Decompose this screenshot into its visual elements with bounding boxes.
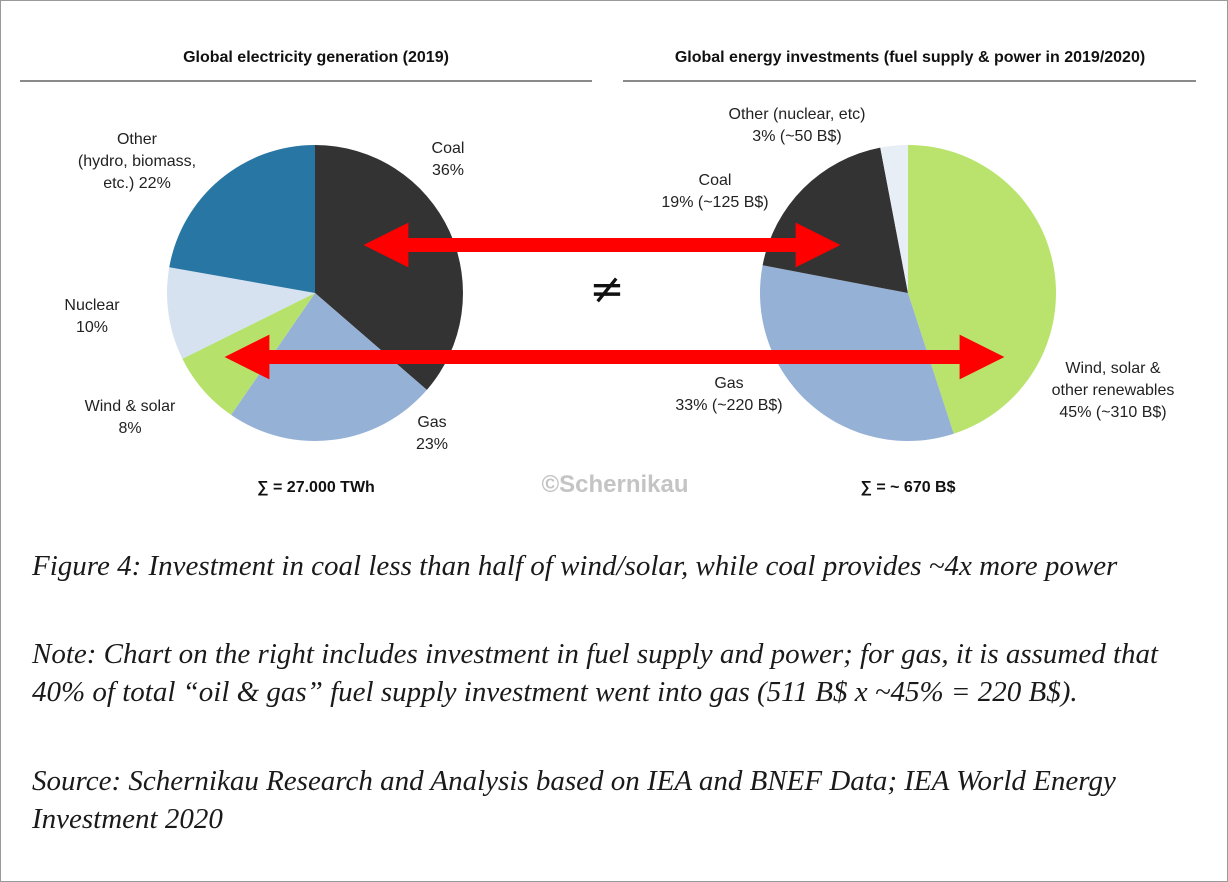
figure-source: Source: Schernikau Research and Analysis… (32, 765, 1116, 835)
left-slice-label-line: 8% (118, 420, 141, 437)
figure-graphics: Global electricity generation (2019) Coa… (20, 49, 1196, 498)
right-pie-chart (759, 145, 1057, 442)
right-slice-label-line: Coal (699, 172, 732, 189)
right-pie-slice-other-nuclear-etc (880, 145, 908, 293)
left-slice-label-nuclear: Nuclear 10% (64, 297, 120, 336)
figure-note: Note: Chart on the right includes invest… (32, 638, 1159, 708)
right-slice-label-line: other renewables (1052, 382, 1175, 399)
left-slice-label-line: 23% (416, 436, 448, 453)
left-slice-label-line: (hydro, biomass, (78, 153, 196, 170)
right-slice-label-wind-solar-other-renewables: Wind, solar & other renewables 45% (~310 B… (1052, 360, 1175, 421)
right-slice-label-gas: Gas 33% (~220 B$) (675, 375, 782, 414)
right-pie-labels: Wind, solar & other renewables 45% (~310 B… (661, 106, 1174, 421)
left-slice-label-coal: Coal 36% (432, 140, 465, 179)
right-slice-label-line: Gas (714, 375, 743, 392)
right-slice-label-line: 45% (~310 B$) (1059, 404, 1166, 421)
right-slice-label-line: Wind, solar & (1065, 360, 1160, 377)
left-total: ∑ = 27.000 TWh (257, 479, 375, 496)
left-slice-label-line: Coal (432, 140, 465, 157)
figure-caption: Figure 4: Investment in coal less than h… (32, 550, 1118, 582)
right-slice-label-line: 3% (~50 B$) (752, 128, 841, 145)
left-slice-label-line: Other (117, 131, 158, 148)
left-chart-title: Global electricity generation (2019) (183, 49, 449, 66)
watermark: ©Schernikau (541, 471, 688, 498)
right-slice-label-line: Other (nuclear, etc) (729, 106, 866, 123)
right-chart-title: Global energy investments (fuel supply &… (675, 49, 1145, 66)
right-slice-label-line: 19% (~125 B$) (661, 194, 768, 211)
right-slice-label-coal: Coal 19% (~125 B$) (661, 172, 768, 211)
left-pie-chart (167, 145, 463, 441)
left-slice-label-line: etc.) 22% (103, 175, 171, 192)
left-slice-label-wind-solar: Wind & solar 8% (85, 398, 176, 437)
left-slice-label-line: Gas (417, 414, 446, 431)
left-slice-label-line: 36% (432, 162, 464, 179)
left-slice-label-gas: Gas 23% (416, 414, 448, 453)
left-pie-slice-nuclear (167, 267, 315, 359)
left-pie-labels: Coal 36% Gas 23% Wind & solar 8% Nuclear 10% Oth… (64, 131, 464, 453)
left-pie-slice-other (169, 145, 315, 293)
left-slice-label-other: Other (hydro, biomass, etc.) 22% (78, 131, 196, 192)
not-equal-sign: ≠ (589, 264, 624, 313)
right-slice-label-other-nuclear-etc: Other (nuclear, etc) 3% (~50 B$) (729, 106, 866, 145)
left-pie-slice-coal (315, 145, 463, 390)
left-slice-label-line: Nuclear (64, 297, 120, 314)
left-slice-label-line: 10% (76, 319, 108, 336)
left-slice-label-line: Wind & solar (85, 398, 176, 415)
right-total: ∑ = ~ 670 B$ (860, 479, 955, 496)
right-slice-label-line: 33% (~220 B$) (675, 397, 782, 414)
